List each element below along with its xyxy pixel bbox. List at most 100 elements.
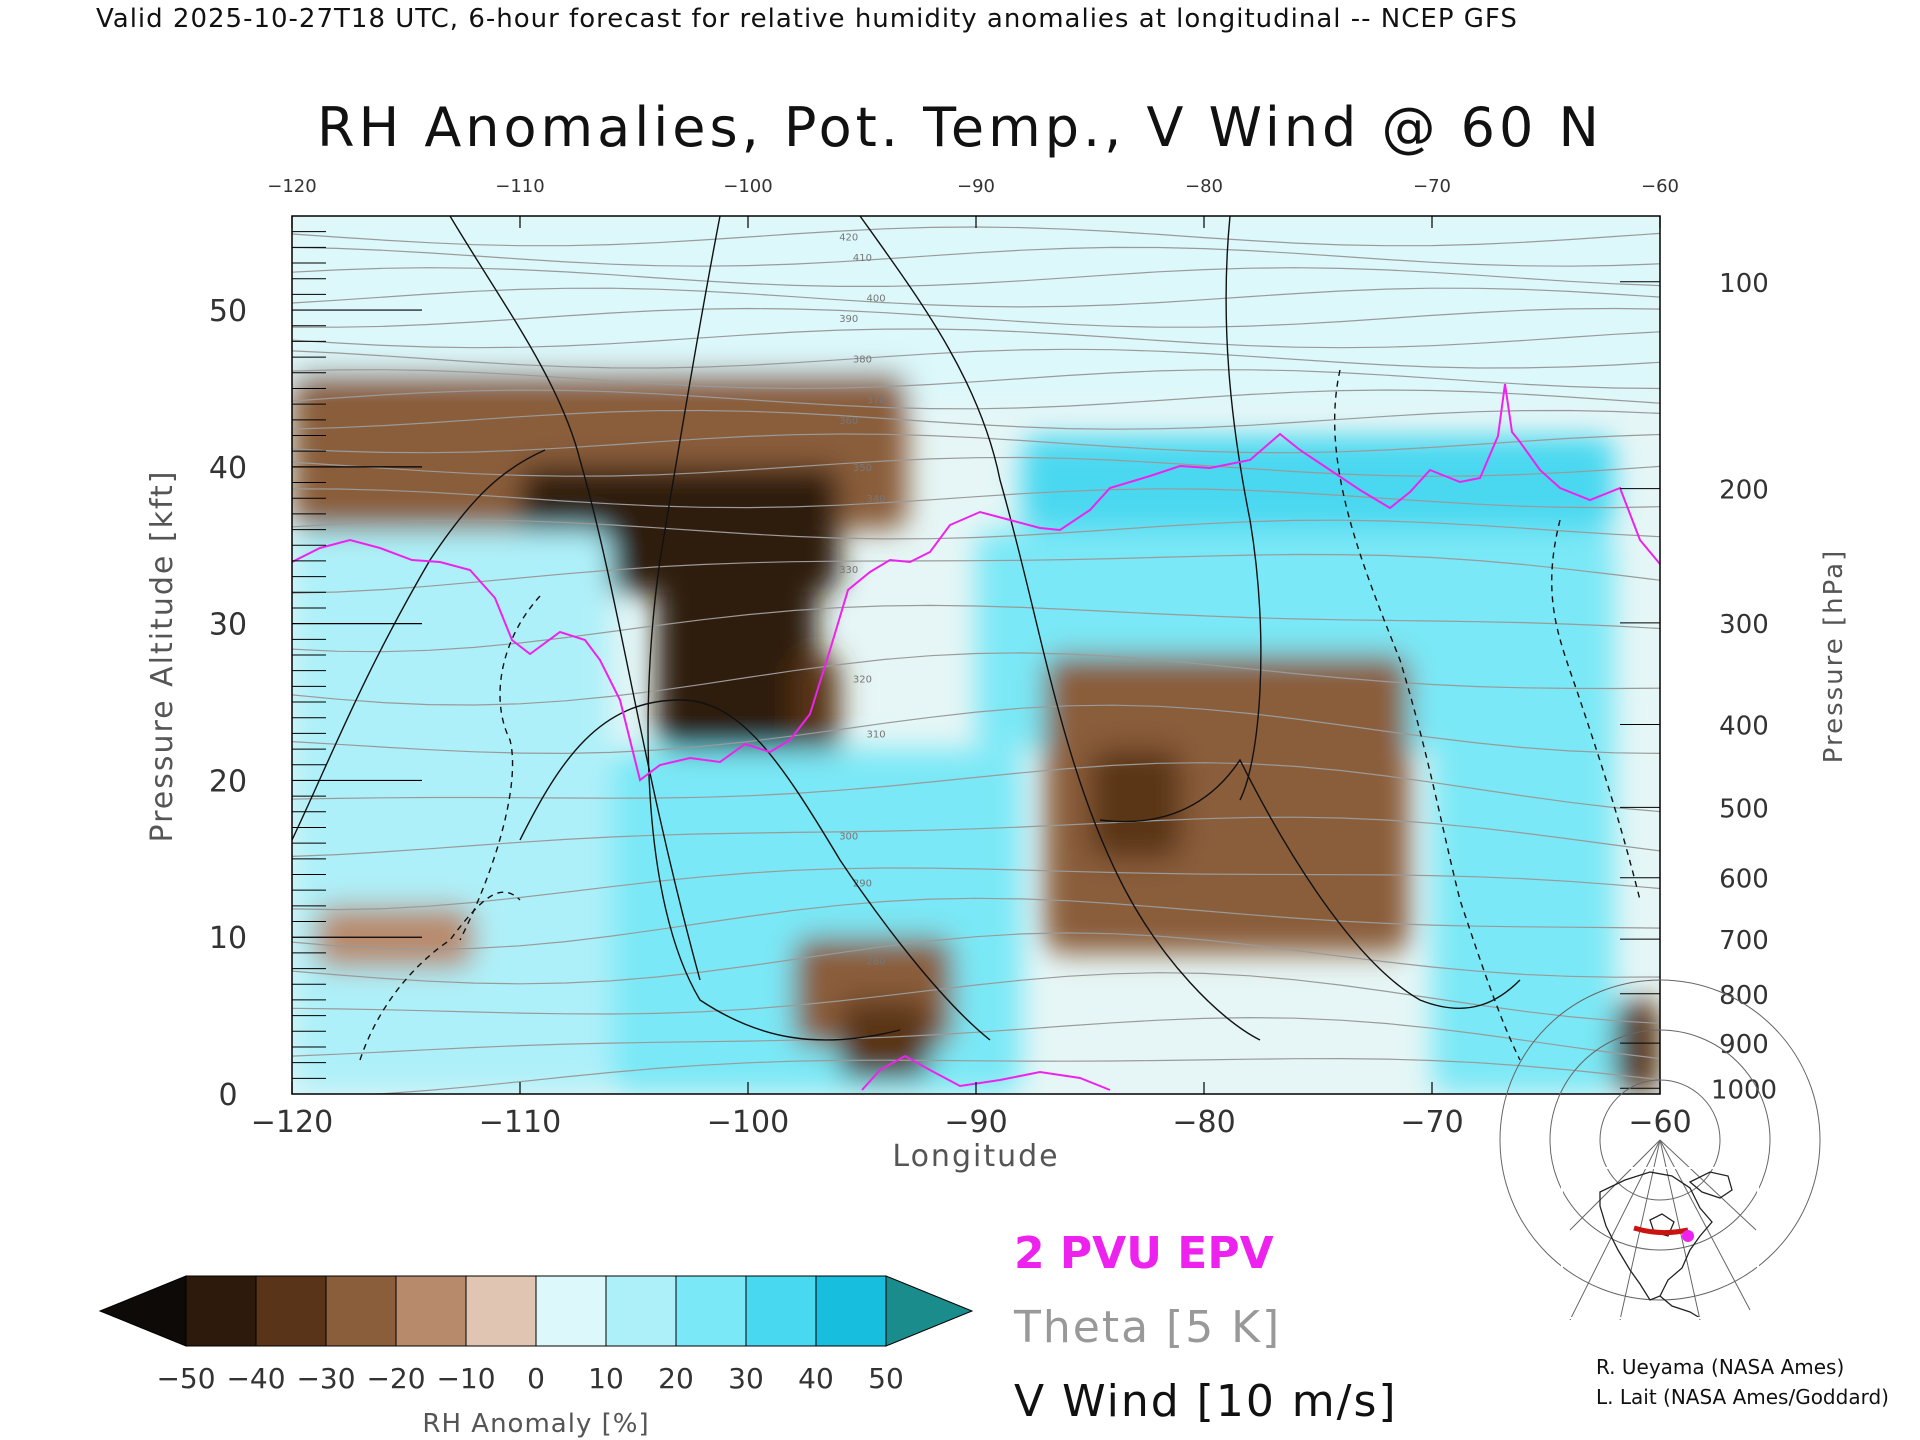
y-tick-label: 40 (209, 451, 247, 486)
theta-contour (292, 348, 1660, 369)
colorbar-label: RH Anomaly [%] (422, 1409, 649, 1439)
theta-contour (292, 704, 1660, 755)
theta-contour (292, 932, 1660, 985)
vwind-contour (859, 216, 1261, 1041)
colorbar-min-arrow (98, 1275, 187, 1347)
colorbar-swatch (325, 1275, 397, 1347)
theta-contour (292, 409, 1660, 430)
pressure-tick-label: 300 (1719, 610, 1769, 640)
vwind-contour (359, 891, 521, 1061)
theta-contour (292, 488, 1660, 509)
anomaly-region-14 (1432, 686, 1615, 1094)
pressure-tick-label: 500 (1719, 794, 1769, 824)
theta-contour-label: 420 (839, 232, 858, 243)
x-tick-label: −110 (479, 1105, 561, 1140)
theta-contour-label: 370 (867, 395, 886, 406)
theta-contour (292, 433, 1660, 454)
x-tick-label: −80 (1172, 1105, 1235, 1140)
y-tick-label: 30 (209, 608, 247, 643)
theta-contour-label: 320 (853, 675, 872, 686)
colorbar-tick-label: 30 (728, 1362, 764, 1395)
anomaly-region-10 (1021, 435, 1615, 530)
theta-contour-label: 390 (839, 314, 858, 325)
colorbar-tick-label: 40 (798, 1362, 834, 1395)
colorbar-tick-label: −50 (156, 1362, 215, 1395)
anomaly-region-9 (839, 999, 931, 1079)
colorbar-tick-label: 50 (868, 1362, 904, 1395)
colorbar-tick-label: −40 (226, 1362, 285, 1395)
vwind-contour (459, 595, 541, 941)
colorbar-max-arrow (885, 1275, 974, 1347)
y-tick-label: 50 (209, 294, 247, 329)
theta-contour-label: 290 (853, 878, 872, 889)
colorbar-tick-label: 0 (527, 1362, 545, 1395)
theta-contour-label: 330 (839, 565, 858, 576)
theta-contour-label: 400 (867, 294, 886, 305)
x-tick-label-top: −90 (957, 176, 995, 197)
theta-contour (292, 328, 1660, 349)
colorbar-swatch (185, 1275, 257, 1347)
colorbar: −50 −40 −30 −20 −10 0 10 20 30 40 50 (98, 1275, 974, 1395)
pressure-tick-label: 200 (1719, 476, 1769, 506)
colorbar-tick-label: 10 (588, 1362, 624, 1395)
theta-contour-label: 300 (839, 831, 858, 842)
x-tick-label: −70 (1400, 1105, 1463, 1140)
x-tick-label: −120 (251, 1105, 333, 1140)
theta-contour-label: 280 (867, 957, 886, 968)
legend-theta: Theta [5 K] (1014, 1302, 1282, 1353)
vwind-contour (1225, 216, 1262, 801)
credit-line-2: L. Lait (NASA Ames/Goddard) (1596, 1385, 1889, 1409)
colorbar-tick-label: −30 (296, 1362, 355, 1395)
theta-contour-label: 310 (867, 729, 886, 740)
colorbar-swatch (605, 1275, 677, 1347)
pressure-tick-label: 900 (1719, 1030, 1769, 1060)
legend-epv: 2 PVU EPV (1014, 1228, 1274, 1279)
colorbar-swatch (815, 1275, 887, 1347)
theta-contour (292, 867, 1660, 911)
theta-contour (292, 652, 1660, 706)
x-tick-label-top: −70 (1413, 176, 1451, 197)
pressure-tick-label: 700 (1719, 926, 1769, 956)
credit-line-1: R. Ueyama (NASA Ames) (1596, 1355, 1845, 1379)
theta-contour (292, 897, 1660, 950)
colorbar-swatch (745, 1275, 817, 1347)
x-axis-title: Longitude (892, 1139, 1059, 1174)
y-tick-label: 10 (209, 921, 247, 956)
x-tick-label-top: −80 (1185, 176, 1223, 197)
theta-contour-label: 380 (853, 355, 872, 366)
vwind-contour (519, 699, 991, 1041)
anomaly-region-13 (1090, 749, 1182, 859)
theta-contour (292, 389, 1660, 410)
colorbar-swatch (535, 1275, 607, 1347)
y-tick-label: 20 (209, 764, 247, 799)
forecast-header: Valid 2025-10-27T18 UTC, 6-hour forecast… (96, 4, 1518, 34)
theta-contour (292, 604, 1660, 653)
colorbar-swatch (465, 1275, 537, 1347)
vwind-contours (292, 216, 1641, 1061)
colorbar-swatch (395, 1275, 467, 1347)
colorbar-tick-label: 20 (658, 1362, 694, 1395)
y-axis-title-left: Pressure Altitude [kft] (145, 470, 180, 843)
x-tick-label-top: −110 (495, 176, 544, 197)
colorbar-tick-label: −10 (436, 1362, 495, 1395)
theta-contour (292, 762, 1660, 813)
chart-title: RH Anomalies, Pot. Temp., V Wind @ 60 N (317, 96, 1603, 159)
pressure-tick-label: 100 (1719, 269, 1769, 299)
vwind-contour (449, 216, 701, 981)
theta-contour (362, 1057, 1660, 1094)
colorbar-swatch (255, 1275, 327, 1347)
theta-contour (292, 369, 1660, 390)
colorbar-tick-label: −20 (366, 1362, 425, 1395)
theta-contour (292, 1016, 1660, 1060)
axes: −120 −120 −110 −110 −100 −100 −90 −90 −80 −80 −70 −… (209, 176, 1777, 1140)
vwind-contour (1334, 369, 1521, 1061)
anomaly-region-0 (292, 216, 1660, 405)
x-tick-label-top: −100 (723, 176, 772, 197)
theta-contour-label: 350 (853, 463, 872, 474)
theta-contour-label: 410 (853, 253, 872, 264)
y-axis-title-right: Pressure [hPa] (1819, 549, 1849, 764)
epv-2pvu-line (292, 383, 1660, 782)
vwind-contour (1099, 758, 1521, 1009)
pressure-tick-label: 800 (1719, 981, 1769, 1011)
